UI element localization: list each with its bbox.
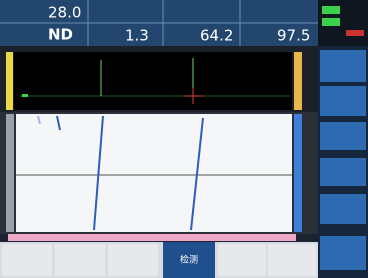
side-button[interactable] [320,50,366,82]
button-label: 检测 [180,254,198,266]
reading: 97.5 [277,27,310,45]
bottom-button[interactable] [2,244,52,276]
reading: 1.3 [125,27,149,45]
side-button[interactable] [320,194,366,224]
page: 28.0 ND 1.3 64.2 97.5 检测 (() => { const … [0,0,368,278]
bottom-button[interactable] [268,244,316,276]
battery-icon [322,6,340,14]
bottom-button[interactable] [218,244,266,276]
bottom-button[interactable] [55,244,105,276]
scale-bar [6,114,14,232]
side-button[interactable] [320,86,366,116]
battery-icon [322,18,340,26]
ruler [8,234,296,241]
side-button[interactable] [320,236,366,270]
color-bar [294,52,302,110]
scale-bar [6,52,13,110]
bottom-button[interactable] [108,244,158,276]
marker [22,94,28,97]
reading: 28.0 [48,4,81,22]
color-bar [294,114,302,232]
screen: 28.0 ND 1.3 64.2 97.5 检测 [0,0,368,278]
status-icon [346,30,364,36]
b-scan [16,114,292,232]
a-scan [14,52,292,110]
side-button[interactable] [320,158,366,186]
side-button[interactable] [320,122,366,150]
reading: ND [48,26,73,44]
reading: 64.2 [200,27,233,45]
